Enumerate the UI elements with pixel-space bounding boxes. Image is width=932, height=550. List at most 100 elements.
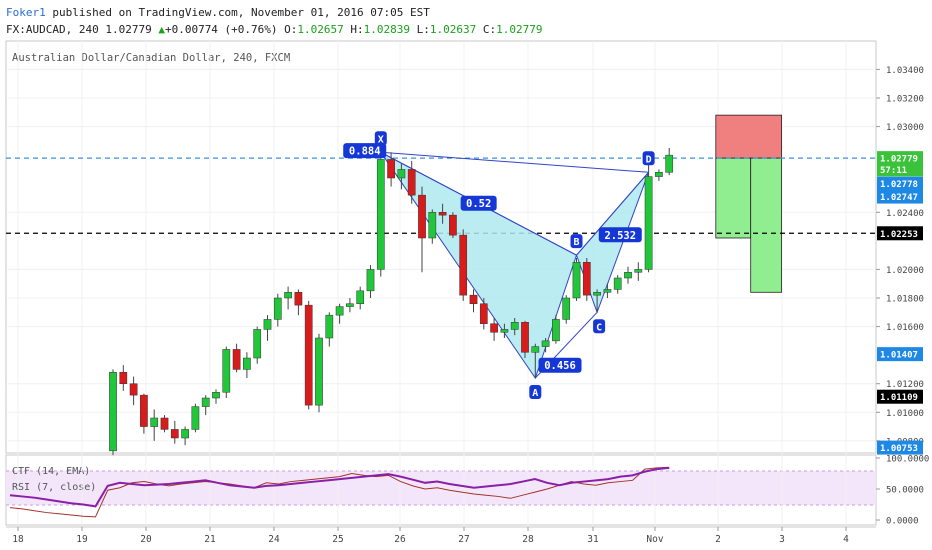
pattern-point-label: D	[646, 154, 652, 165]
candle-body	[469, 294, 478, 304]
price-tick-label: 1.02400	[886, 209, 924, 219]
price-tick-label: 1.01200	[886, 380, 924, 390]
low-label: L:	[416, 23, 430, 36]
price-tick-label: 1.03200	[886, 95, 924, 105]
open-label: O:	[284, 23, 298, 36]
candle-body	[304, 304, 313, 406]
time-tick-label: 26	[394, 534, 406, 545]
price-label-text: 1.02778	[880, 180, 918, 190]
time-tick-label: 21	[204, 534, 216, 545]
header: Foker1 published on TradingView.com, Nov…	[0, 0, 932, 40]
ratio-label: 2.532	[604, 230, 636, 242]
price-label-tag	[877, 176, 923, 191]
author-link[interactable]: Foker1	[6, 6, 46, 19]
price-tick-label: 1.01000	[886, 409, 924, 419]
harmonic-pattern-layer	[380, 151, 650, 380]
candle-body	[562, 297, 571, 320]
ohlc-line: FX:AUDCAD, 240 1.02779 ▲+0.00774 (+0.76%…	[6, 23, 542, 36]
candle-body	[170, 429, 179, 439]
candle-body	[387, 159, 395, 179]
time-tick-label: 19	[76, 534, 88, 545]
candle-body	[418, 194, 426, 239]
price-tick-label: 1.02000	[886, 266, 924, 276]
indicator-tick-label: 100.0000	[886, 455, 929, 465]
low-value: 1.02637	[429, 23, 477, 36]
candle-body	[593, 292, 601, 296]
pattern-point-label: B	[573, 237, 579, 248]
candle-body	[634, 269, 643, 273]
price-label-tag	[877, 389, 923, 404]
high-value: 1.02839	[363, 23, 411, 36]
candle-body	[521, 322, 529, 353]
close-label: C:	[482, 23, 497, 36]
chart-title: Australian Dollar/Canadian Dollar, 240, …	[12, 52, 290, 64]
pattern-point-label: X	[378, 134, 384, 145]
price-tick-label: 1.01600	[886, 323, 924, 333]
publish-info: published on TradingView.com, November 0…	[52, 6, 430, 19]
candle-body	[479, 303, 488, 324]
time-tick-label: 18	[12, 534, 24, 545]
price-label-text: 1.02253	[880, 230, 918, 240]
candle-body	[346, 303, 354, 307]
candle-body	[232, 349, 241, 370]
candle-body	[624, 272, 632, 279]
candle-body	[438, 212, 447, 216]
ratio-badge	[598, 227, 642, 243]
take-profit-zone-2	[750, 157, 783, 293]
candle-body	[459, 234, 468, 296]
trade-box-layer	[715, 114, 783, 293]
candle-body	[263, 319, 272, 330]
pattern-point-label: C	[596, 322, 602, 333]
candle-body	[644, 176, 653, 270]
indicator-label-rsi: RSI (7, close)	[12, 482, 96, 493]
candles-layer	[109, 148, 674, 456]
pattern-line	[380, 151, 649, 173]
price-tick-label: 1.03000	[886, 123, 924, 133]
price-label-tag	[877, 151, 923, 166]
time-tick-label: Nov	[646, 534, 663, 545]
candle-body	[243, 357, 251, 370]
ratio-badge	[538, 357, 582, 373]
candle-body	[325, 314, 334, 339]
time-tick-label: 24	[268, 534, 280, 545]
last-price: 1.02779	[105, 23, 152, 36]
candle-body	[253, 329, 262, 359]
candle-body	[294, 292, 303, 306]
pattern-point-badge	[529, 385, 542, 399]
candle-body	[490, 323, 498, 333]
price-label-tag	[877, 226, 923, 241]
indicator-layer: 100.0000 50.0000 0.0000	[9, 455, 929, 527]
candle-body	[541, 340, 550, 347]
indicator-tick-label: 50.0000	[886, 486, 924, 496]
candle-body	[428, 212, 437, 239]
price-axis[interactable]: 1.03400 1.03200 1.03000 1.02400 1.02000 1.018…	[876, 66, 924, 455]
candle-body	[376, 159, 385, 270]
candle-body	[273, 297, 282, 320]
candle-body	[129, 383, 138, 396]
high-label: H:	[350, 23, 364, 36]
up-arrow-icon: ▲	[158, 23, 165, 36]
candle-body	[315, 337, 323, 406]
candle-body	[397, 169, 406, 179]
candle-body	[212, 392, 220, 399]
candle-body	[160, 417, 169, 430]
price-label-tag	[877, 347, 923, 362]
candle-body	[449, 214, 457, 236]
candle-body	[335, 306, 344, 316]
ratio-badge	[343, 143, 387, 159]
pattern-point-badge	[642, 151, 655, 166]
price-label-text: 1.01407	[880, 351, 918, 361]
candle-body	[181, 429, 189, 439]
candle-body	[150, 417, 159, 427]
time-axis[interactable]: 18 19 20 21 24 25 26 27 28 31 Nov 2 3 4	[12, 527, 849, 545]
price-label-text: 1.00753	[880, 444, 918, 454]
candle-body	[531, 346, 540, 353]
candle-body	[665, 154, 674, 173]
price-label-text: 57:11	[880, 166, 907, 176]
price-label-text: 1.02779	[880, 155, 918, 165]
ratio-label: 0.456	[544, 360, 576, 372]
price-label-tag	[877, 162, 923, 177]
pattern-point-label: A	[532, 388, 538, 399]
candle-body	[572, 262, 581, 299]
